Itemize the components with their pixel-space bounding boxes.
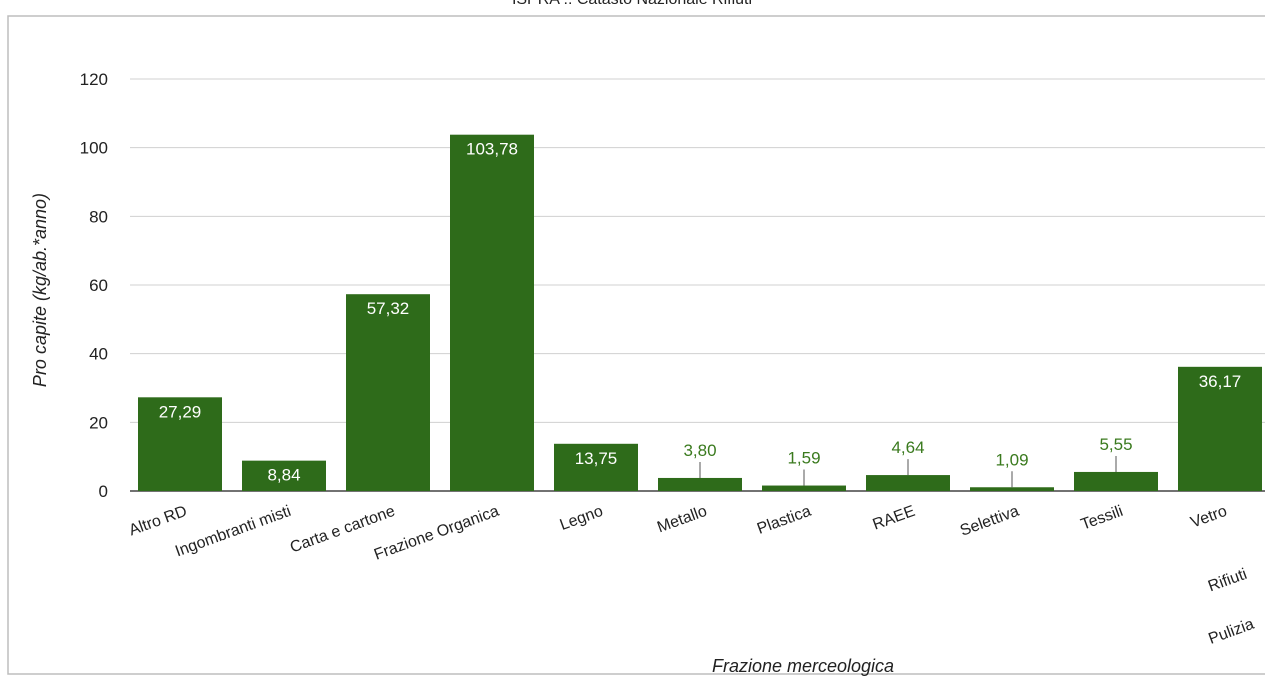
- y-axis-title: Pro capite (kg/ab.*anno): [30, 193, 50, 387]
- y-tick-label: 100: [80, 139, 108, 158]
- y-tick-label: 20: [89, 413, 108, 432]
- category-label: Ingombranti misti: [173, 503, 293, 561]
- value-label: 5,55: [1099, 435, 1132, 454]
- bar: [1074, 471, 1158, 491]
- bar: [242, 460, 326, 491]
- y-axis-ticks: 0 20 40 60 80 100 120: [80, 70, 108, 501]
- bar: [866, 475, 950, 491]
- value-label: 13,75: [575, 449, 618, 468]
- category-label: Plastica: [755, 503, 814, 538]
- category-label: Selettiva: [958, 503, 1022, 540]
- grid-lines: [130, 78, 1265, 492]
- value-label: 1,09: [995, 450, 1028, 469]
- y-tick-label: 120: [80, 70, 108, 89]
- category-label: Metallo: [655, 503, 709, 537]
- value-label: 4,64: [891, 438, 924, 457]
- y-tick-label: 0: [99, 482, 108, 501]
- bar: [346, 294, 430, 491]
- bar: [658, 477, 742, 491]
- value-label: 8,84: [267, 466, 300, 485]
- category-label: Rifiuti: [1206, 566, 1249, 596]
- category-label: Tessili: [1079, 503, 1126, 534]
- y-tick-label: 60: [89, 276, 108, 295]
- category-label: Vetro: [1188, 503, 1229, 532]
- bar: [1178, 366, 1262, 491]
- bar: [762, 485, 846, 491]
- category-label: Pulizia: [1206, 616, 1256, 648]
- y-tick-label: 40: [89, 345, 108, 364]
- value-label: 3,80: [683, 441, 716, 460]
- category-label: Altro RD: [127, 503, 190, 540]
- chart-title: ISPRA :: Catasto Nazionale Rifiuti: [512, 0, 752, 8]
- value-label: 1,59: [787, 449, 820, 468]
- value-label: 103,78: [466, 140, 518, 159]
- bar: [138, 397, 222, 491]
- x-axis-title: Frazione merceologica: [712, 656, 894, 676]
- category-label: RAEE: [871, 503, 918, 534]
- value-label: 27,29: [159, 402, 202, 421]
- category-label: Legno: [558, 503, 606, 534]
- y-tick-label: 80: [89, 207, 108, 226]
- value-label: 36,17: [1199, 372, 1242, 391]
- bar: [970, 487, 1054, 491]
- bars: [138, 134, 1262, 491]
- chart-border: [7, 15, 1265, 675]
- value-labels: 27,29 8,84 57,32 103,78 13,75 3,80 1,59 4,64 1,0…: [159, 140, 1242, 488]
- value-label: 57,32: [367, 299, 410, 318]
- bar: [450, 134, 534, 491]
- bar: [554, 443, 638, 491]
